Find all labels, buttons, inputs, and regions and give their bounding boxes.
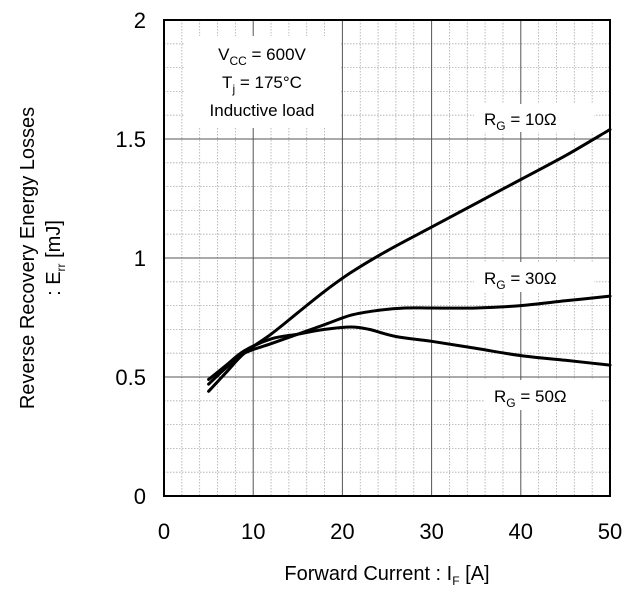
y-tick-label: 1 bbox=[134, 246, 146, 271]
series-label-bg-50 bbox=[484, 380, 600, 410]
conditions-box bbox=[184, 36, 340, 128]
x-tick-label: 0 bbox=[158, 519, 170, 544]
plot-frame bbox=[163, 19, 611, 497]
y-axis-label-line1: Reverse Recovery Energy Losses bbox=[17, 107, 39, 409]
y-tick-label: 0 bbox=[134, 484, 146, 509]
x-tick-label: 30 bbox=[419, 519, 443, 544]
series-label-bg-10 bbox=[474, 104, 594, 132]
condition-vcc: VCC = 600V bbox=[218, 45, 306, 68]
x-tick-label: 20 bbox=[330, 519, 354, 544]
y-tick-label: 0.5 bbox=[115, 365, 146, 390]
x-tick-labels: 0 10 20 30 40 50 bbox=[158, 519, 622, 544]
y-tick-labels: 0 0.5 1 1.5 2 bbox=[115, 8, 146, 509]
series-lines bbox=[207, 128, 612, 393]
condition-tj: Tj = 175°C bbox=[222, 73, 302, 96]
grid-major bbox=[164, 20, 610, 496]
y-tick-label: 1.5 bbox=[115, 127, 146, 152]
condition-load: Inductive load bbox=[210, 101, 315, 120]
series-label-bg-30 bbox=[474, 262, 594, 292]
series-line-30 bbox=[207, 294, 612, 386]
y-axis-label-line2: : Err [mJ] bbox=[43, 220, 68, 296]
series-label-30: RG = 30Ω bbox=[484, 269, 557, 292]
series-line-50 bbox=[207, 325, 612, 381]
series-label-50: RG = 50Ω bbox=[494, 387, 567, 410]
x-axis-label: Forward Current : IF [A] bbox=[284, 563, 489, 588]
x-tick-label: 10 bbox=[241, 519, 265, 544]
x-tick-label: 50 bbox=[598, 519, 622, 544]
x-tick-label: 40 bbox=[509, 519, 533, 544]
series-label-10: RG = 10Ω bbox=[484, 110, 557, 133]
y-tick-label: 2 bbox=[134, 8, 146, 33]
series-line-10 bbox=[207, 128, 612, 393]
